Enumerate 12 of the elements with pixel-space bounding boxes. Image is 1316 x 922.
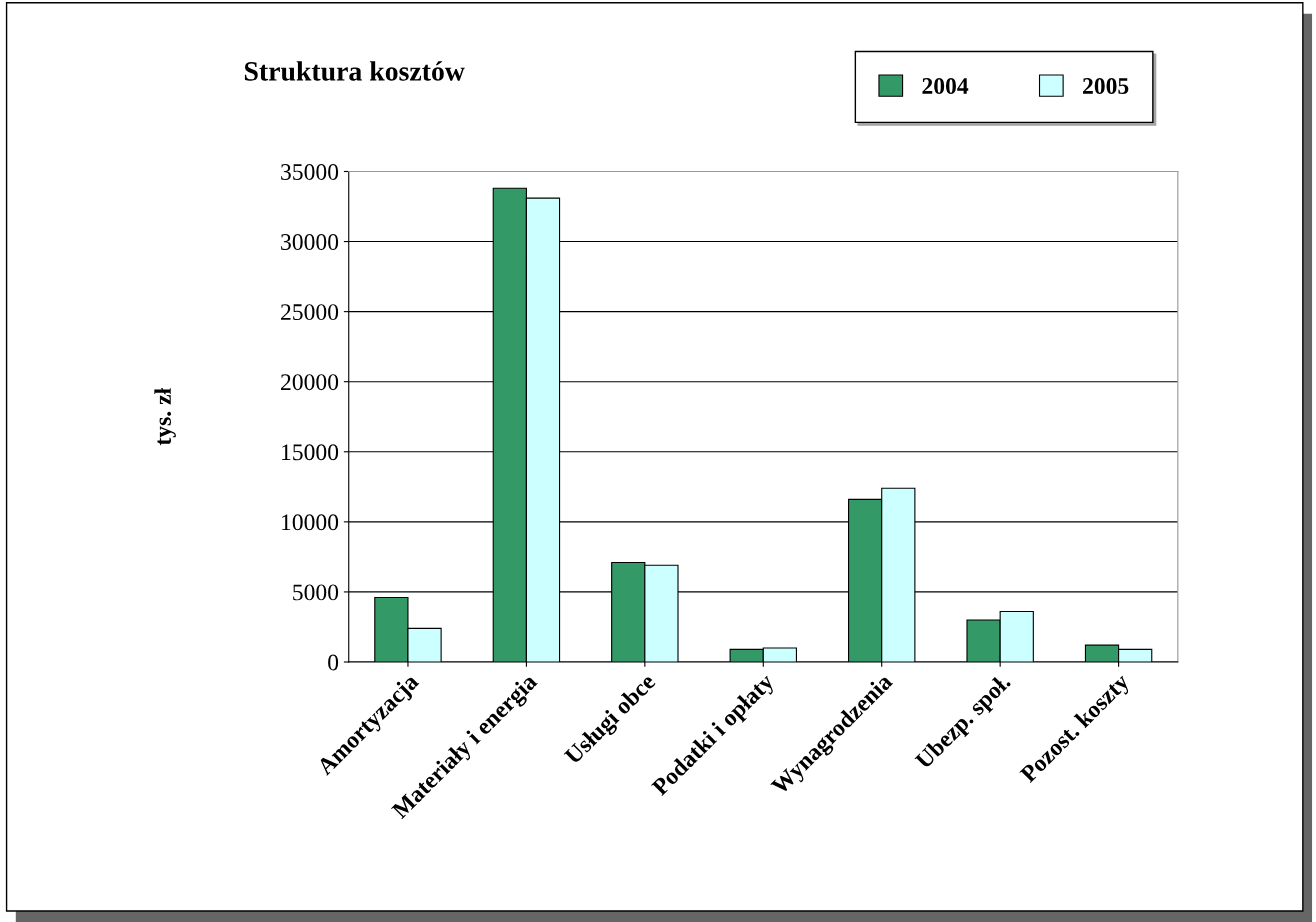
legend-label: 2004 bbox=[922, 78, 969, 94]
legend-label: 2005 bbox=[1083, 78, 1129, 94]
y-tick-label: 20000 bbox=[281, 374, 339, 391]
y-tick-label: 5000 bbox=[293, 584, 339, 601]
chart-title: Struktura kosztów bbox=[244, 61, 465, 81]
y-axis-title: tys. zł bbox=[154, 388, 176, 446]
y-tick-label: 15000 bbox=[282, 444, 339, 461]
y-tick-label: 10000 bbox=[282, 514, 339, 531]
y-tick-label: 25000 bbox=[281, 304, 339, 321]
y-tick-label: 30000 bbox=[281, 234, 339, 250]
y-tick-label: 35000 bbox=[281, 163, 339, 180]
y-tick-label: 0 bbox=[328, 654, 339, 671]
